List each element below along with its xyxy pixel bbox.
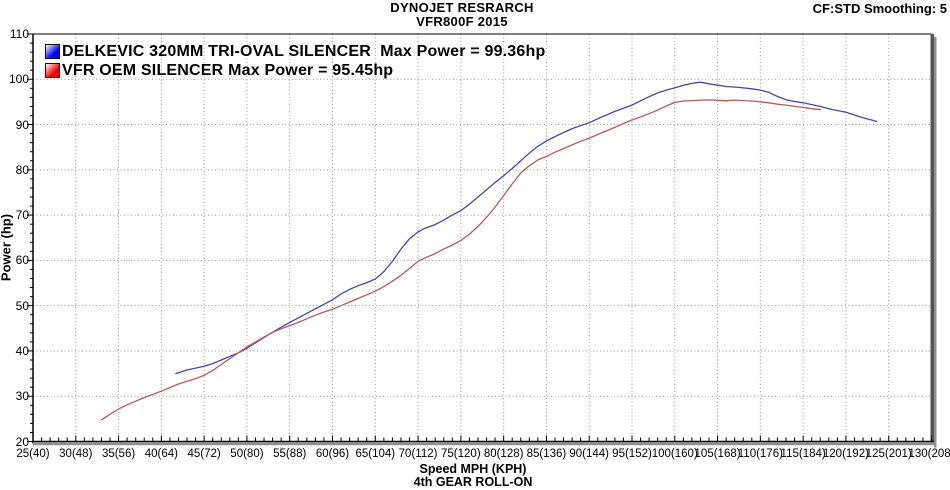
y-tick-label: 90 [15,117,29,132]
y-tick-label: 30 [15,389,29,404]
y-tick-label: 80 [15,162,29,177]
legend-swatch-blue [45,44,60,59]
x-tick-label: 125(201) [865,448,912,460]
legend: DELKEVIC 320MM TRI-OVAL SILENCER Max Pow… [45,42,545,80]
x-axis-title: Speed MPH (KPH) [419,462,527,476]
legend-label-oem: VFR OEM SILENCER Max Power = 95.45hp [62,61,394,79]
legend-row-delkevic: DELKEVIC 320MM TRI-OVAL SILENCER Max Pow… [45,42,545,61]
plot-border-bottom-shadow [33,442,936,446]
x-tick-label: 85(136) [526,448,567,460]
x-tick-label: 30(48) [59,448,93,460]
chart-title: DYNOJET RESRARCH [390,0,534,15]
y-tick-label: 60 [15,253,29,268]
x-tick-label: 90(144) [569,448,610,460]
x-tick-label: 50(80) [230,448,264,460]
x-tick-label: 70(112) [398,448,438,460]
legend-row-oem: VFR OEM SILENCER Max Power = 95.45hp [45,61,545,80]
x-tick-label: 40(64) [144,448,178,460]
x-tick-label: 130(208) [908,448,950,460]
x-tick-label: 55(88) [273,448,307,460]
x-tick-label: 45(72) [187,448,221,460]
plot-border-right [930,34,934,445]
plot-border-right-shadow [934,37,937,448]
x-tick-label: 95(152) [612,448,652,460]
chart-subtitle: VFR800F 2015 [416,14,508,29]
x-tick-label: 115(184) [780,448,826,460]
y-tick-label: 110 [9,27,29,41]
x-tick-label: 75(120) [441,448,481,460]
x-tick-label: 65(104) [355,448,396,460]
y-tick-label: 50 [15,298,29,313]
y-tick-label: 100 [8,72,29,87]
y-tick-label: 40 [15,343,29,358]
series-line-oem [100,99,821,421]
x-axis-title-block: Speed MPH (KPH) 4th GEAR ROLL-ON [0,463,946,489]
series-line-delkevic [175,81,878,375]
x-tick-label: 110(176) [737,448,783,460]
y-tick-label: 20 [15,434,29,449]
y-tick-label: 70 [15,208,29,223]
legend-label-delkevic: DELKEVIC 320MM TRI-OVAL SILENCER Max Pow… [62,42,546,60]
smoothing-setting-label: CF:STD Smoothing: 5 [812,1,947,16]
x-tick-label: 120(192) [822,448,869,460]
title-block: DYNOJET RESRARCH VFR800F 2015 [0,1,924,29]
x-tick-label: 60(96) [315,448,350,460]
legend-swatch-red [45,63,60,78]
x-tick-label: 100(160) [651,448,698,460]
x-tick-label: 80(128) [483,448,524,460]
x-tick-label: 25(40) [16,448,50,460]
x-tick-label: 35(56) [101,448,136,460]
x-tick-label: 105(168) [694,448,741,460]
gear-rollon-label: 4th GEAR ROLL-ON [413,475,533,489]
